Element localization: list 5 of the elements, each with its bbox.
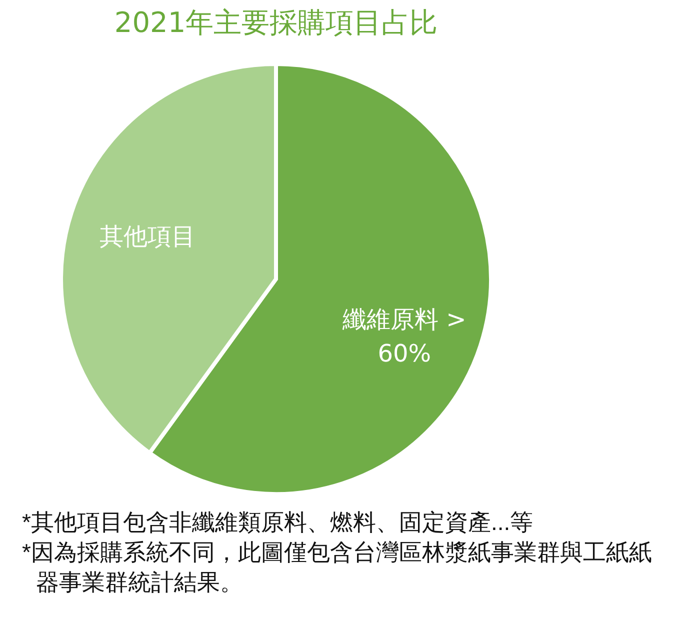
chart-title: 2021年主要採購項目占比 xyxy=(114,6,438,39)
text: *因為採購系統不同，此圖僅包含台灣區林漿紙事業群與工紙紙器事業群統計結果。 xyxy=(22,538,653,597)
slice-label: 其他項目 xyxy=(100,222,196,250)
text: *其他項目包含非纖維類原料、燃料、固定資產...等 xyxy=(22,508,534,537)
slice-label: 纖維原料 > 60% xyxy=(342,306,466,368)
